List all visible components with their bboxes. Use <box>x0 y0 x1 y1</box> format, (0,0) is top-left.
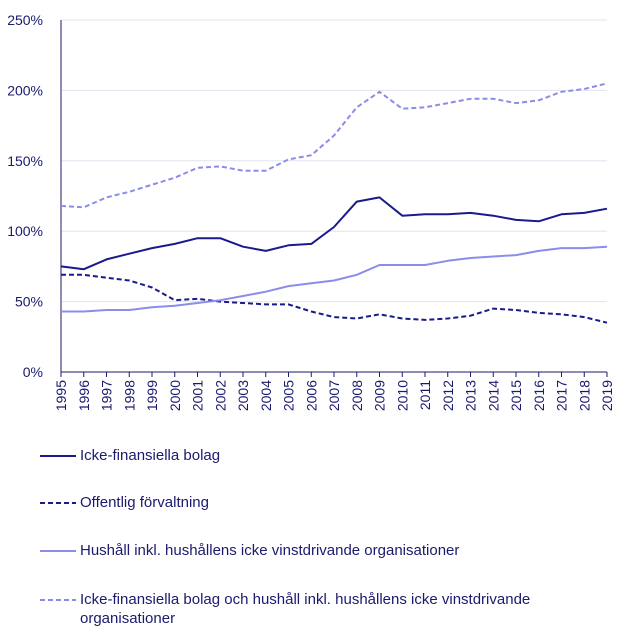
legend-item-hushall: Hushåll inkl. hushållens icke vinstdriva… <box>40 541 459 560</box>
legend-label: Icke-finansiella bolag <box>80 447 221 464</box>
y-tick-label: 200% <box>7 82 43 98</box>
x-tick-label: 2009 <box>372 380 388 411</box>
legend-label: Icke-finansiella bolag och hushåll inkl.… <box>80 591 531 627</box>
x-tick-label: 2005 <box>281 380 297 411</box>
legend-item-bolag-och-hushall: Icke-finansiella bolag och hushåll inkl.… <box>40 590 620 628</box>
y-axis: 0% 50% 100% 150% 200% 250% <box>7 12 62 380</box>
y-tick-label: 50% <box>15 294 43 310</box>
x-tick-label: 2003 <box>235 380 251 411</box>
series-lines <box>60 82 608 324</box>
x-tick-label: 1997 <box>99 380 115 411</box>
legend-label: Offentlig förvaltning <box>80 494 209 511</box>
x-tick-label: 2010 <box>394 380 410 411</box>
y-tick-label: 100% <box>7 223 43 239</box>
legend-label: Hushåll inkl. hushållens icke vinstdriva… <box>80 542 460 559</box>
x-tick-label: 2013 <box>463 380 479 411</box>
legend-swatch-dashed-dark <box>40 502 76 504</box>
series-line-2 <box>61 245 608 313</box>
x-tick-label: 1998 <box>121 380 137 411</box>
x-tick-label: 2011 <box>417 380 433 410</box>
legend-item-offentlig-forvaltning: Offentlig förvaltning <box>40 493 209 512</box>
x-tick-label: 2016 <box>531 380 547 411</box>
y-tick-label: 0% <box>23 364 43 380</box>
x-tick-label: 2001 <box>190 380 206 411</box>
x-tick-label: 2006 <box>303 380 319 411</box>
x-tick-label: 1995 <box>53 380 69 411</box>
x-tick-label: 1999 <box>144 380 160 411</box>
x-tick-label: 2000 <box>167 380 183 411</box>
legend-swatch-solid-light <box>40 550 76 552</box>
x-tick-label: 2019 <box>599 380 615 411</box>
x-tick-label: 2002 <box>212 380 228 411</box>
x-axis: 1995 1996 1997 1998 1999 2000 2001 2002 2003 2004… <box>53 371 615 411</box>
x-tick-label: 2007 <box>326 380 342 411</box>
line-chart: 0%50%100%150%200%250% 1995 1996 1997 1998 19… <box>7 12 615 411</box>
series-line-0 <box>60 196 608 271</box>
series-line-3 <box>60 82 608 209</box>
series-line-1 <box>61 273 608 324</box>
y-tick-label: 150% <box>7 153 43 169</box>
x-tick-label: 1996 <box>76 380 92 411</box>
legend-swatch-solid-dark <box>40 455 76 457</box>
x-tick-label: 2004 <box>258 380 274 411</box>
legend-swatch-dashed-light <box>40 599 76 601</box>
x-tick-label: 2015 <box>508 380 524 411</box>
gridlines <box>61 19 607 303</box>
legend-item-icke-finansiella-bolag: Icke-finansiella bolag <box>40 446 220 465</box>
x-tick-label: 2008 <box>349 380 365 411</box>
y-tick-label: 250% <box>7 12 43 28</box>
x-tick-label: 2017 <box>554 380 570 411</box>
x-tick-label: 2012 <box>440 380 456 411</box>
x-tick-label: 2018 <box>576 380 592 411</box>
x-tick-label: 2014 <box>485 380 501 411</box>
